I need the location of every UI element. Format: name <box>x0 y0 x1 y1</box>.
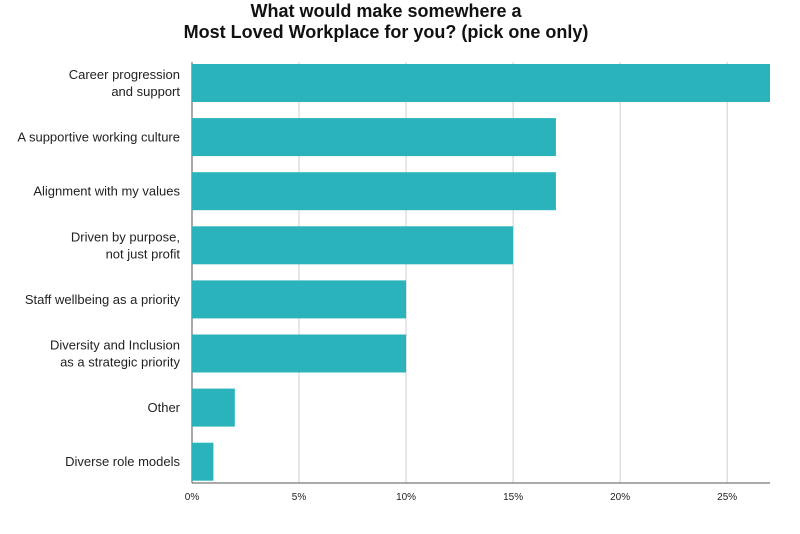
bar-0 <box>192 64 770 102</box>
category-label-2: Alignment with my values <box>33 184 180 199</box>
bar-2 <box>192 172 556 211</box>
x-tick-label-15: 15% <box>503 492 523 503</box>
category-label-7: Diverse role models <box>65 454 180 469</box>
bar-7 <box>192 442 214 481</box>
x-tick-label-0: 0% <box>185 492 200 503</box>
x-tick-label-25: 25% <box>717 492 737 503</box>
x-tick-label-10: 10% <box>396 492 416 503</box>
category-label-5-line-0: Diversity and Inclusion <box>50 338 180 353</box>
bars-group <box>192 64 770 481</box>
x-tick-label-20: 20% <box>610 492 630 503</box>
category-label-6: Other <box>147 400 180 415</box>
bar-3 <box>192 226 514 265</box>
category-label-4: Staff wellbeing as a priority <box>25 292 181 307</box>
bar-5 <box>192 334 407 373</box>
chart-title-line-2: Most Loved Workplace for you? (pick one … <box>184 22 589 42</box>
chart-title-line-1: What would make somewhere a <box>250 1 522 21</box>
category-label-3-line-1: not just profit <box>106 246 181 261</box>
x-axis-ticks: 0% 5% 10% 15% 20% 25% <box>185 492 738 503</box>
bar-4 <box>192 280 407 319</box>
bar-6 <box>192 388 235 427</box>
category-label-0-line-0: Career progression <box>69 67 180 82</box>
x-tick-label-5: 5% <box>292 492 307 503</box>
category-labels: Career progression and support A supportiv… <box>17 67 180 469</box>
category-label-3-line-0: Driven by purpose, <box>71 229 180 244</box>
bar-1 <box>192 118 556 157</box>
category-label-1: A supportive working culture <box>17 130 180 145</box>
category-label-5-line-1: as a strategic priority <box>60 355 180 370</box>
category-label-0-line-1: and support <box>111 84 180 99</box>
